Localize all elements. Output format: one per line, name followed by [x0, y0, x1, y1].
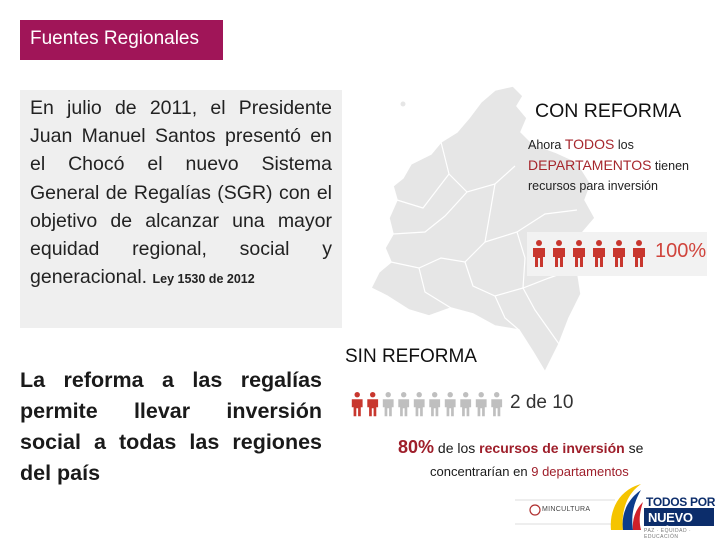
section-title: Fuentes Regionales: [30, 28, 199, 49]
intro-text: En julio de 2011, el Presidente Juan Man…: [30, 97, 332, 289]
tpu-line-2: NUEVO PAÍS: [648, 510, 693, 540]
stat-percent: 80%: [398, 437, 435, 457]
mincultura-label: MINCULTURA: [542, 506, 591, 513]
desc-text: recursos para inversión: [528, 179, 658, 193]
stat-text: de los: [437, 440, 476, 456]
coat-of-arms-icon: [529, 504, 541, 516]
person-icon-filled: [367, 392, 379, 417]
con-reforma-percent: 100%: [655, 240, 707, 262]
people-pictogram: [533, 240, 645, 267]
person-icon-empty: [444, 392, 456, 417]
desc-text: Ahora: [528, 138, 562, 152]
stat-number: 9: [531, 464, 539, 479]
person-icon-empty: [475, 392, 487, 417]
island-san-andres: [400, 101, 406, 107]
stat-line-2: concentrarían en 9 departamentos: [430, 464, 629, 479]
person-icon-empty: [429, 392, 441, 417]
people-icons-con-reforma: [527, 232, 707, 276]
con-reforma-description: Ahora TODOS los DEPARTAMENTOS tienen rec…: [528, 134, 716, 196]
stat-highlight: departamentos: [542, 464, 629, 479]
desc-highlight-todos: TODOS: [564, 136, 615, 152]
desc-text: los: [617, 138, 634, 152]
stat-text: se: [628, 440, 644, 456]
todos-por-un-nuevo-pais-logo: [610, 484, 643, 530]
people-icons-sin-reforma: [350, 388, 570, 422]
person-icon-empty: [382, 392, 394, 417]
people-pictogram: [351, 392, 503, 417]
tpu-line-3: PAZ · EQUIDAD · EDUCACIÓN: [644, 528, 692, 540]
person-icon-empty: [413, 392, 425, 417]
dept-border: [494, 295, 520, 331]
flag-swoosh-blue: [622, 490, 641, 530]
desc-text: tienen: [654, 159, 689, 173]
mincultura-logo: [515, 499, 615, 525]
stat-line-1: 80% de los recursos de inversión se: [398, 437, 643, 458]
person-icon-filled: [351, 392, 363, 417]
person-icon-empty: [460, 392, 472, 417]
flag-swoosh-red: [632, 502, 643, 530]
colombia-map: [369, 85, 596, 374]
desc-highlight-departamentos: DEPARTAMENTOS: [528, 157, 652, 173]
stat-text: concentrarían en: [430, 464, 528, 479]
dept-border: [464, 261, 578, 297]
person-icon-filled: [573, 240, 585, 267]
section-title-bar: Fuentes Regionales: [20, 20, 223, 60]
intro-box: [20, 90, 342, 328]
reform-statement: La reforma a las regalías permite llevar…: [20, 368, 322, 485]
law-reference: Ley 1530 de 2012: [152, 272, 255, 287]
colombia-map-shape: [369, 85, 596, 374]
person-icon-empty: [398, 392, 410, 417]
sin-reforma-title: SIN REFORMA: [345, 346, 477, 367]
person-icon-empty: [491, 392, 503, 417]
dept-border: [390, 183, 496, 269]
dept-border: [392, 191, 468, 235]
con-reforma-title: CON REFORMA: [535, 100, 682, 122]
person-icon-filled: [613, 240, 625, 267]
person-icon-filled: [533, 240, 545, 267]
stat-highlight: recursos de inversión: [479, 440, 625, 456]
dept-border: [522, 287, 560, 345]
person-icon-filled: [633, 240, 645, 267]
dept-border: [418, 267, 452, 309]
intro-paragraph: En julio de 2011, el Presidente Juan Man…: [30, 94, 332, 293]
flag-swoosh-yellow: [610, 484, 641, 530]
person-icon-filled: [553, 240, 565, 267]
dept-border: [484, 209, 578, 243]
tpu-line-2-box: NUEVO PAÍS: [644, 508, 714, 540]
dept-border: [396, 173, 450, 209]
dept-border: [516, 231, 526, 289]
person-icon-filled: [593, 240, 605, 267]
sin-reforma-ratio: 2 de 10: [510, 392, 574, 413]
